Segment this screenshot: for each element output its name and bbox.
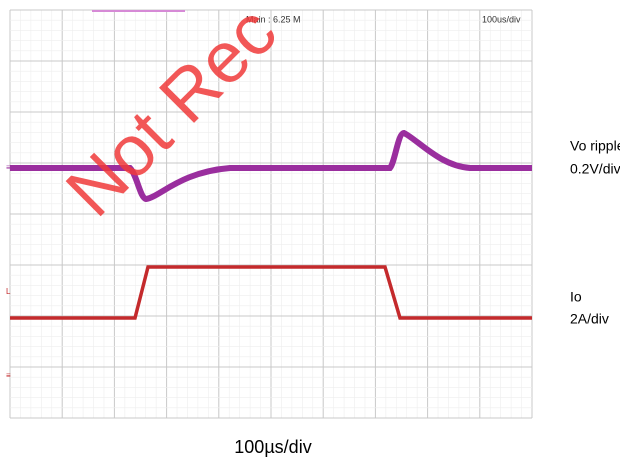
channel-name: Io [570,289,582,305]
background [0,0,620,464]
channel-scale: 0.2V/div [570,161,620,177]
ch1-marker: ≡ [6,163,11,172]
grid [10,10,532,418]
ch2-marker: ≡ [6,371,11,380]
channel-scale: 2A/div [570,311,609,327]
page: Main : 6.25 M 100us/div ≡ L ≡ Vo ripple … [0,0,620,469]
timebase-readout: 100us/div [482,14,521,24]
x-label: 100µs/div [234,437,311,457]
trigger-marker: L [6,287,11,296]
channel-name: Vo ripple [570,138,620,154]
oscilloscope-capture: Main : 6.25 M 100us/div ≡ L ≡ Vo ripple … [0,0,620,464]
